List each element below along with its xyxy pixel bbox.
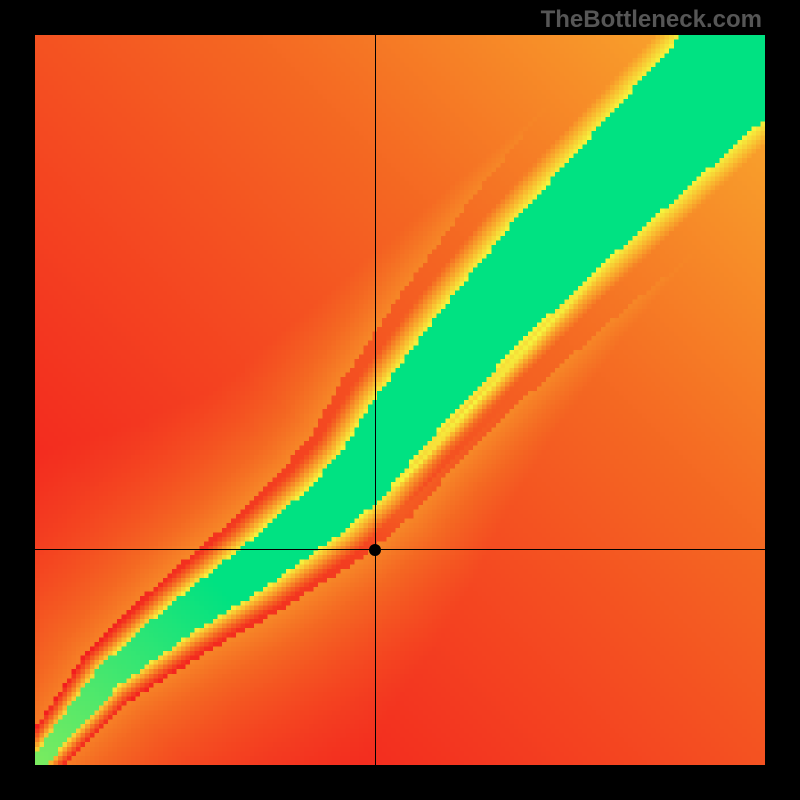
bottleneck-heatmap (35, 35, 765, 765)
crosshair-marker-dot (369, 544, 381, 556)
attribution-label: TheBottleneck.com (541, 6, 762, 34)
crosshair-vertical-line (375, 35, 376, 765)
crosshair-horizontal-line (35, 549, 765, 550)
